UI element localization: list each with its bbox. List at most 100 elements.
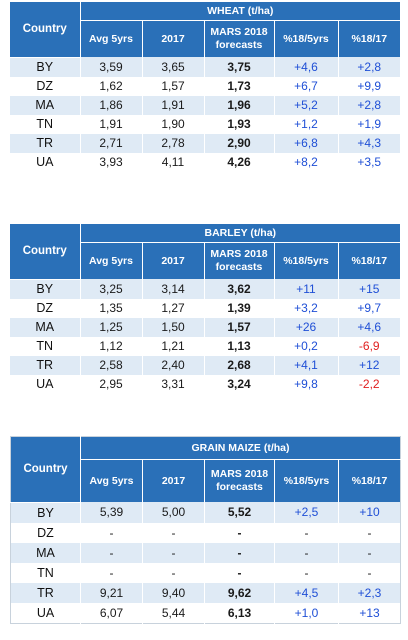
- pct-5yrs-header: %18/5yrs: [274, 459, 339, 502]
- mars-cell: -: [204, 562, 275, 583]
- table-row: DZ 1,35 1,27 1,39 +3,2 +9,7: [10, 298, 401, 318]
- crop-title: BARLEY (t/ha): [79, 224, 401, 243]
- pct17-cell: +1,9: [337, 114, 400, 134]
- mars-forecast-header: MARS 2018 forecasts: [203, 20, 274, 57]
- table-row: BY 3,59 3,65 3,75 +4,6 +2,8: [10, 57, 400, 77]
- table-row: TR 2,58 2,40 2,68 +4,1 +12: [10, 355, 401, 375]
- pct5-cell: +1,0: [274, 602, 339, 623]
- country-header: Country: [10, 2, 80, 58]
- mars-cell: 1,13: [203, 336, 274, 356]
- country-cell: TR: [10, 133, 80, 153]
- y2017-cell: 5,00: [142, 502, 205, 523]
- pct17-cell: +10: [337, 502, 401, 523]
- avg-5yrs-header: Avg 5yrs: [80, 459, 143, 502]
- avg-cell: 5,39: [80, 502, 143, 523]
- avg-cell: 1,91: [79, 114, 142, 134]
- pct5-cell: +4,5: [274, 582, 339, 603]
- pct17-cell: -2,2: [337, 374, 401, 394]
- country-cell: TN: [10, 336, 80, 356]
- pct5-cell: +0,2: [273, 336, 338, 356]
- avg-5yrs-header: Avg 5yrs: [79, 20, 142, 57]
- avg-cell: 3,25: [79, 279, 142, 299]
- country-cell: TN: [10, 114, 80, 134]
- pct5-cell: +11: [273, 279, 338, 299]
- pct17-cell: +4,3: [337, 133, 400, 153]
- avg-cell: -: [80, 562, 143, 583]
- pct5-cell: -: [274, 562, 339, 583]
- mars-cell: 9,62: [204, 582, 275, 603]
- year-2017-header: 2017: [141, 20, 204, 57]
- avg-cell: -: [80, 542, 143, 563]
- avg-cell: 3,93: [79, 152, 142, 172]
- table-row: MA - - - - -: [10, 542, 401, 563]
- avg-cell: 3,59: [79, 57, 142, 77]
- pct5-cell: +6,8: [273, 133, 338, 153]
- pct17-cell: +3,5: [337, 152, 400, 172]
- table-row: MA 1,25 1,50 1,57 +26 +4,6: [10, 317, 401, 337]
- table-row: TN 1,91 1,90 1,93 +1,2 +1,9: [10, 114, 400, 134]
- country-cell: MA: [10, 542, 81, 563]
- pct17-cell: +12: [337, 355, 401, 375]
- mars-cell: 1,93: [203, 114, 274, 134]
- y2017-cell: 1,50: [141, 317, 204, 337]
- mars-cell: 2,68: [203, 355, 274, 375]
- pct5-cell: +6,7: [273, 76, 338, 96]
- crop-title: GRAIN MAIZE (t/ha): [79, 436, 401, 460]
- y2017-cell: 3,31: [141, 374, 204, 394]
- y2017-cell: 5,44: [142, 602, 205, 623]
- pct17-cell: +2,8: [337, 57, 400, 77]
- pct5-cell: -: [274, 542, 339, 563]
- country-cell: UA: [10, 374, 80, 394]
- pct5-cell: -: [274, 522, 339, 543]
- country-cell: BY: [10, 502, 81, 523]
- avg-5yrs-header: Avg 5yrs: [79, 242, 142, 279]
- mars-cell: 1,39: [203, 298, 274, 318]
- y2017-cell: 2,78: [141, 133, 204, 153]
- country-header: Country: [10, 224, 80, 280]
- mars-cell: 3,62: [203, 279, 274, 299]
- pct17-cell: -6,9: [337, 336, 401, 356]
- pct17-cell: +15: [337, 279, 401, 299]
- mars-cell: -: [204, 542, 275, 563]
- y2017-cell: 3,14: [141, 279, 204, 299]
- y2017-cell: 4,11: [141, 152, 204, 172]
- avg-cell: 2,95: [79, 374, 142, 394]
- pct5-cell: +4,1: [273, 355, 338, 375]
- y2017-cell: 1,91: [141, 95, 204, 115]
- avg-cell: -: [80, 522, 143, 543]
- table-row: BY 5,39 5,00 5,52 +2,5 +10: [10, 502, 401, 523]
- country-header: Country: [10, 436, 81, 503]
- pct-2017-header: %18/17: [337, 20, 400, 57]
- table-row: UA 2,95 3,31 3,24 +9,8 -2,2: [10, 374, 401, 394]
- country-cell: MA: [10, 317, 80, 337]
- pct-2017-header: %18/17: [337, 242, 401, 279]
- year-2017-header: 2017: [142, 459, 205, 502]
- country-cell: UA: [10, 152, 80, 172]
- mars-cell: 5,52: [204, 502, 275, 523]
- table-row: TN 1,12 1,21 1,13 +0,2 -6,9: [10, 336, 401, 356]
- crop-title: WHEAT (t/ha): [79, 2, 400, 21]
- pct-5yrs-header: %18/5yrs: [273, 242, 338, 279]
- country-cell: TR: [10, 355, 80, 375]
- table-row: UA 3,93 4,11 4,26 +8,2 +3,5: [10, 152, 400, 172]
- mars-cell: 3,75: [203, 57, 274, 77]
- year-2017-header: 2017: [141, 242, 204, 279]
- y2017-cell: -: [142, 542, 205, 563]
- pct-5yrs-header: %18/5yrs: [273, 20, 338, 57]
- pct17-cell: +2,3: [337, 582, 401, 603]
- table-row: BY 3,25 3,14 3,62 +11 +15: [10, 279, 401, 299]
- avg-cell: 9,21: [80, 582, 143, 603]
- avg-cell: 1,86: [79, 95, 142, 115]
- wheat-table: Country WHEAT (t/ha) Avg 5yrs 2017 MARS …: [10, 2, 400, 172]
- mars-forecast-header: MARS 2018 forecasts: [203, 242, 274, 279]
- y2017-cell: 1,57: [141, 76, 204, 96]
- avg-cell: 2,71: [79, 133, 142, 153]
- avg-cell: 1,12: [79, 336, 142, 356]
- country-cell: TN: [10, 562, 81, 583]
- pct5-cell: +8,2: [273, 152, 338, 172]
- pct5-cell: +2,5: [274, 502, 339, 523]
- table-row: TR 9,21 9,40 9,62 +4,5 +2,3: [10, 582, 401, 603]
- pct5-cell: +3,2: [273, 298, 338, 318]
- avg-cell: 1,25: [79, 317, 142, 337]
- table-row: TR 2,71 2,78 2,90 +6,8 +4,3: [10, 133, 400, 153]
